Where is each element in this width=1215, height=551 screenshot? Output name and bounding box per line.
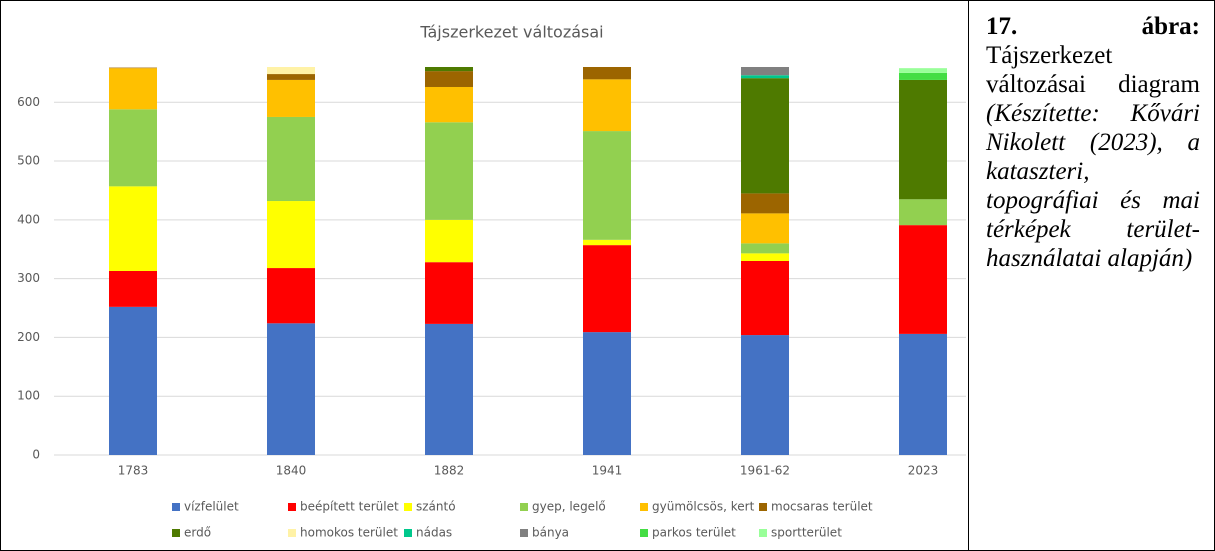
bar-segment: [109, 68, 157, 110]
legend-label: szántó: [416, 500, 456, 514]
legend-label: gyep, legelő: [532, 500, 606, 514]
caption: 17. ábra: Tájszerkezet változásai diagra…: [986, 12, 1200, 273]
bar-segment: [425, 122, 473, 220]
bar-segment: [583, 239, 631, 246]
bar-segment: [741, 213, 789, 244]
chart-title: Tájszerkezet változásai: [419, 23, 603, 42]
legend-swatch: [288, 529, 296, 537]
x-tick-label: 1840: [276, 464, 307, 478]
bar-segment: [899, 72, 947, 80]
bar-segment: [109, 67, 157, 69]
bar-segment: [899, 79, 947, 200]
bar-segment: [267, 74, 315, 80]
bar-segment: [583, 67, 631, 80]
bar-segment: [899, 333, 947, 455]
bar-segment: [741, 335, 789, 455]
legend-swatch: [759, 529, 767, 537]
bar-segment: [425, 71, 473, 87]
bar-segment: [109, 186, 157, 271]
x-tick-label: 2023: [908, 464, 939, 478]
bar-segment: [899, 68, 947, 73]
legend-label: nádas: [416, 526, 452, 540]
y-tick-label: 400: [17, 212, 40, 226]
caption-title: Tájszerkezet változásai diagram: [986, 42, 1200, 98]
y-tick-label: 300: [17, 271, 40, 285]
legend-label: sportterület: [771, 526, 842, 540]
legend-swatch: [404, 503, 412, 511]
bar-segment: [899, 199, 947, 226]
x-tick-label: 1941: [592, 464, 623, 478]
caption-label: 17. ábra:: [986, 13, 1200, 40]
x-tick-label: 1961-62: [740, 464, 790, 478]
bar-segment: [109, 109, 157, 187]
bar-segment: [583, 79, 631, 132]
legend-swatch: [640, 529, 648, 537]
bar-segment: [425, 67, 473, 72]
legend-swatch: [288, 503, 296, 511]
y-tick-label: 0: [32, 448, 40, 462]
caption-note: (Készítette: Kővári Nikolett (2023), a k…: [986, 100, 1200, 272]
bar-segment: [425, 86, 473, 123]
y-tick-label: 100: [17, 389, 40, 403]
x-tick-label: 1783: [118, 464, 149, 478]
bar-segment: [899, 225, 947, 334]
legend-label: parkos terület: [652, 526, 736, 540]
bar-segment: [267, 268, 315, 324]
bar-segment: [267, 67, 315, 75]
bar-segment: [267, 323, 315, 455]
legend-label: vízfelület: [184, 500, 239, 514]
bar-segment: [425, 323, 473, 455]
legend-label: homokos terület: [300, 526, 398, 540]
legend-swatch: [172, 529, 180, 537]
bar-segment: [425, 219, 473, 263]
legend-label: mocsaras terület: [771, 500, 873, 514]
legend-swatch: [520, 503, 528, 511]
bar-segment: [267, 116, 315, 202]
legend-swatch: [172, 503, 180, 511]
bar-segment: [741, 253, 789, 261]
legend-swatch: [640, 503, 648, 511]
bar-segment: [109, 270, 157, 307]
bar-segment: [583, 245, 631, 333]
bar-segment: [741, 193, 789, 214]
bar-segment: [741, 261, 789, 336]
bar-segment: [583, 332, 631, 455]
bar-segment: [425, 262, 473, 324]
legend-label: erdő: [184, 526, 211, 540]
legend-label: bánya: [532, 526, 569, 540]
y-tick-label: 600: [17, 95, 40, 109]
bar-segment: [267, 79, 315, 117]
bar-segment: [741, 243, 789, 254]
bar-segment: [741, 78, 789, 194]
x-tick-label: 1882: [434, 464, 465, 478]
bar-segment: [741, 67, 789, 76]
legend-label: gyümölcsös, kert: [652, 500, 755, 514]
bar-segment: [267, 201, 315, 269]
legend-swatch: [759, 503, 767, 511]
legend-swatch: [520, 529, 528, 537]
y-tick-label: 500: [17, 154, 40, 168]
y-tick-label: 200: [17, 330, 40, 344]
bar-segment: [109, 306, 157, 455]
legend-label: beépített terület: [300, 500, 399, 514]
bar-segment: [583, 131, 631, 240]
legend-swatch: [404, 529, 412, 537]
bar-segment: [741, 75, 789, 79]
